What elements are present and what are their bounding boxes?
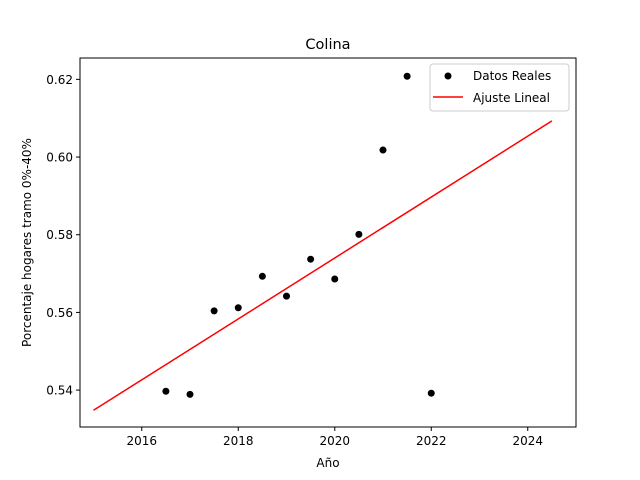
data-point <box>379 146 387 154</box>
plot-area <box>80 58 576 427</box>
x-tick-label: 2024 <box>512 434 543 448</box>
data-point <box>234 304 242 312</box>
y-tick-label: 0.58 <box>46 228 73 242</box>
data-point <box>355 230 363 238</box>
legend-box <box>429 63 570 112</box>
data-point <box>283 292 291 300</box>
x-tick-label: 2022 <box>416 434 447 448</box>
axes-frame <box>79 57 577 428</box>
y-tick-label: 0.62 <box>46 73 73 87</box>
y-tick-label: 0.54 <box>46 384 73 398</box>
x-tick-label: 2016 <box>126 434 157 448</box>
x-tick-label: 2020 <box>319 434 350 448</box>
data-point <box>427 389 435 397</box>
chart-title: Colina <box>305 37 350 53</box>
fit-line <box>93 120 553 411</box>
y-tick-label: 0.60 <box>46 151 73 165</box>
y-tick-label: 0.56 <box>46 306 73 320</box>
data-point <box>403 72 411 80</box>
data-point <box>162 387 170 395</box>
legend-label-ajuste-lineal: Ajuste Lineal <box>473 91 550 105</box>
legend-label-datos-reales: Datos Reales <box>473 69 551 83</box>
data-point <box>210 307 218 315</box>
fit-line-layer <box>93 120 553 411</box>
legend: Datos Reales Ajuste Lineal <box>429 63 570 112</box>
y-axis-label: Porcentaje hogares tramo 0%-40% <box>20 138 34 347</box>
y-axis-ticks: 0.54 0.56 0.58 0.60 0.62 <box>46 73 80 398</box>
data-point <box>307 255 315 263</box>
data-point <box>258 272 266 280</box>
x-axis-label: Año <box>316 456 339 470</box>
x-axis-ticks: 2016 2018 2020 2022 2024 <box>126 427 543 448</box>
data-point <box>186 390 194 398</box>
data-points-layer <box>162 72 435 398</box>
x-tick-label: 2018 <box>223 434 254 448</box>
legend-marker-datos-reales <box>444 72 452 80</box>
data-point <box>331 275 339 283</box>
